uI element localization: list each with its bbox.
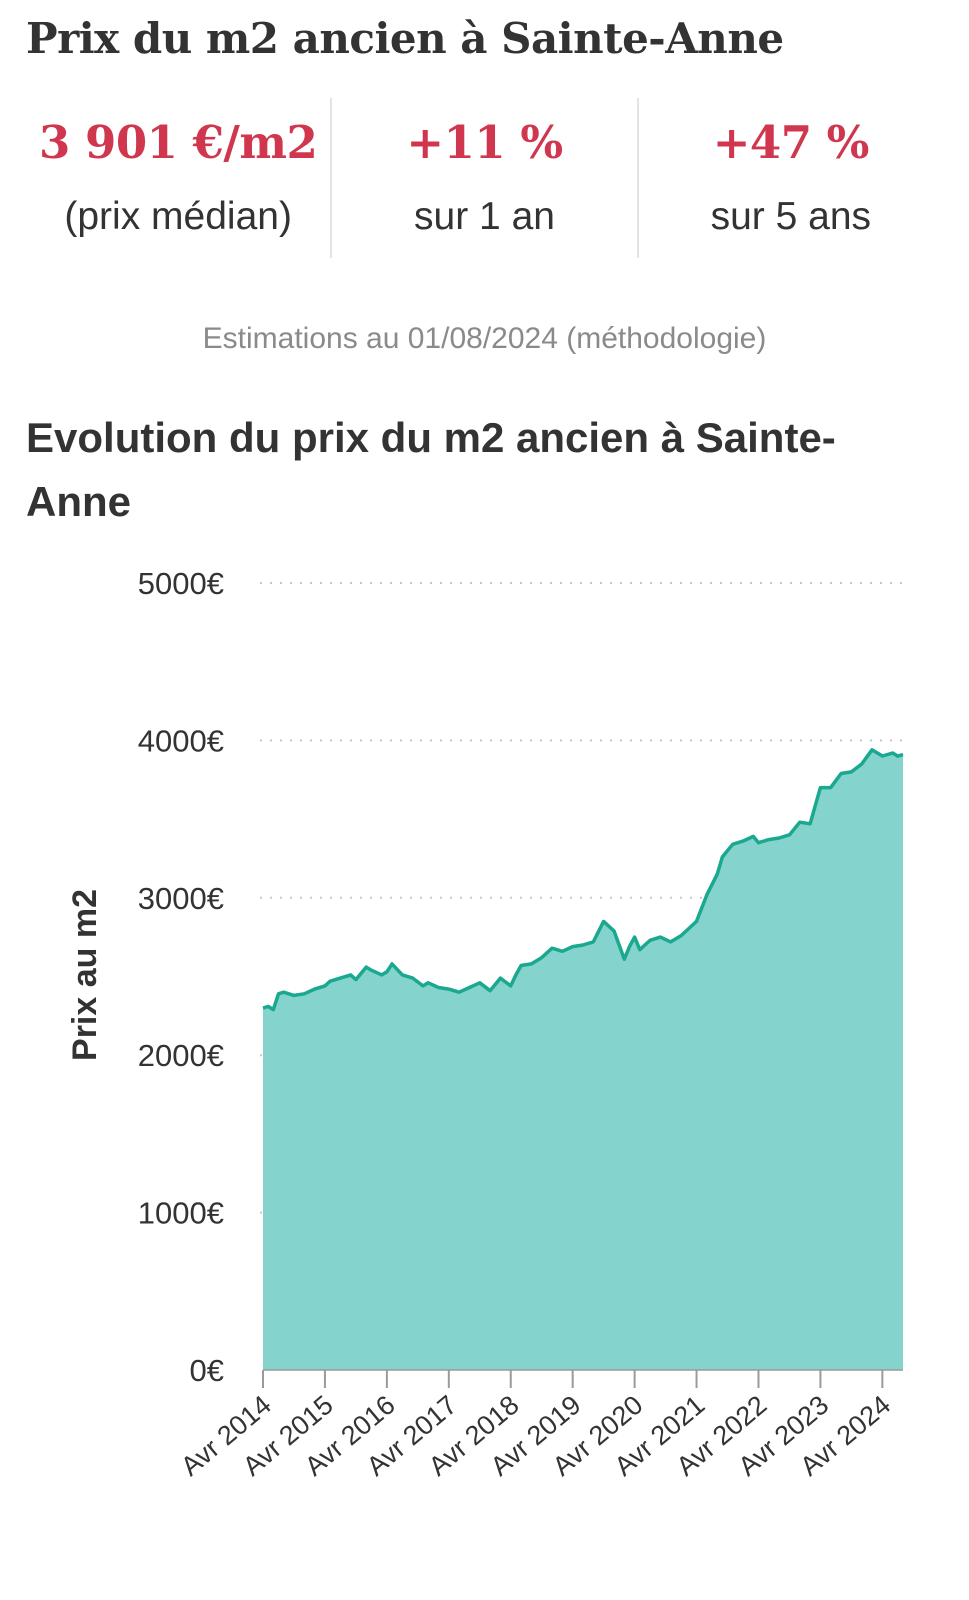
stat-one-year: +11 % sur 1 an — [330, 98, 636, 258]
stat-value: 3 901 €/m2 — [39, 116, 318, 169]
y-tick-label: 0€ — [190, 1353, 224, 1388]
y-tick-label: 3000€ — [138, 881, 224, 916]
stat-label: sur 5 ans — [710, 195, 872, 238]
y-tick-label: 1000€ — [138, 1196, 224, 1231]
stat-five-years: +47 % sur 5 ans — [636, 98, 943, 258]
stat-value: +47 % — [712, 116, 870, 169]
stat-label: sur 1 an — [414, 195, 555, 238]
y-tick-label: 2000€ — [138, 1038, 224, 1073]
y-tick-label: 4000€ — [138, 723, 224, 758]
y-tick-label: 5000€ — [138, 566, 224, 601]
page-title: Prix du m2 ancien à Sainte-Anne — [26, 14, 784, 63]
price-line — [262, 748, 904, 1012]
estimation-note[interactable]: Estimations au 01/08/2024 (méthodologie) — [202, 322, 767, 355]
stat-median-price: 3 901 €/m2 (prix médian) — [26, 98, 330, 258]
y-axis-label: Prix au m2 — [66, 889, 104, 1061]
price-area — [263, 749, 903, 1370]
stat-label: (prix médian) — [64, 195, 292, 238]
stats-row: 3 901 €/m2 (prix médian) +11 % sur 1 an … — [26, 98, 943, 258]
chart-title: Evolution du prix du m2 ancien à Sainte-… — [26, 414, 836, 525]
stat-value: +11 % — [406, 116, 563, 169]
